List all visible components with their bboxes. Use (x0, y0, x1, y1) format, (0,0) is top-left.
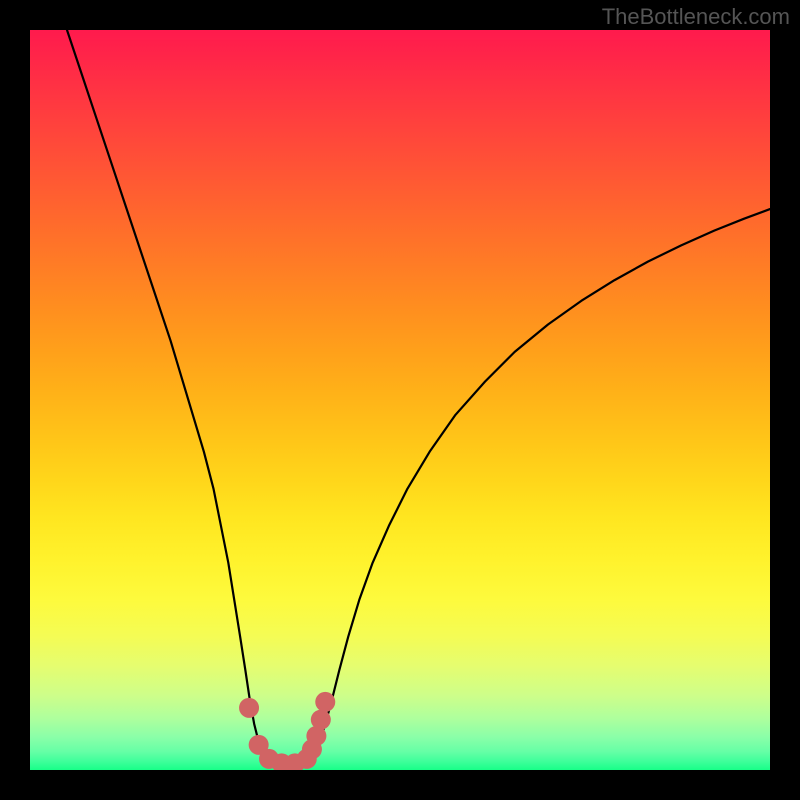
watermark-text: TheBottleneck.com (602, 4, 790, 30)
marker-point (239, 698, 259, 718)
chart-area (30, 30, 770, 770)
chart-svg (30, 30, 770, 770)
marker-point (315, 692, 335, 712)
chart-background (30, 30, 770, 770)
marker-point (311, 710, 331, 730)
